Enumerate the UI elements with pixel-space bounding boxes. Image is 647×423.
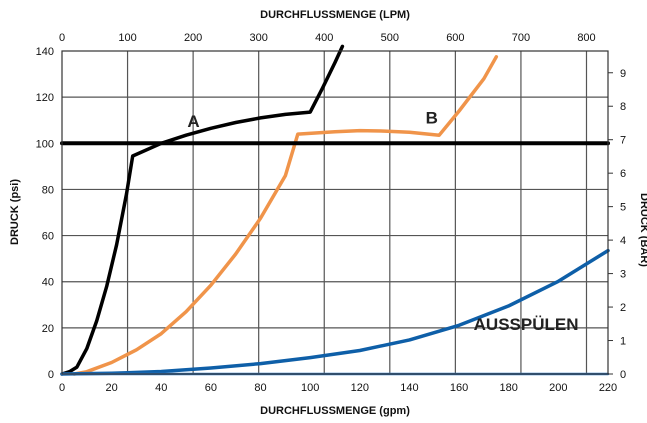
x-tick-label: 40 xyxy=(155,382,167,394)
annotations: A B AUSSPÜLEN xyxy=(187,109,578,334)
y-tick-label: 40 xyxy=(42,277,54,289)
y2-tick-label: 2 xyxy=(620,302,626,314)
x-tick-label: 120 xyxy=(351,382,369,394)
y2-tick-label: 0 xyxy=(620,369,626,381)
x2-tick-label: 200 xyxy=(184,32,202,44)
tick-labels: 0 20 40 60 80 100 120 140 160 180 200 2200204060801… xyxy=(36,32,626,394)
plot-frame xyxy=(61,50,609,375)
x-axis-title: DURCHFLUSSMENGE (gpm) xyxy=(260,405,410,417)
x2-tick-label: 600 xyxy=(446,32,464,44)
annotation-label: B xyxy=(426,109,438,128)
y2-tick-label: 7 xyxy=(620,135,626,147)
x-tick-label: 200 xyxy=(549,382,567,394)
annotation-label: A xyxy=(187,112,199,131)
y-tick-label: 100 xyxy=(36,138,54,150)
y-tick-label: 140 xyxy=(36,46,54,58)
annotation-label: AUSSPÜLEN xyxy=(474,315,579,334)
y2-tick-label: 8 xyxy=(620,101,626,113)
y-tick-label: 60 xyxy=(42,231,54,243)
x-tick-label: 220 xyxy=(599,382,617,394)
y-tick-label: 120 xyxy=(36,92,54,104)
y-tick-label: 80 xyxy=(42,184,54,196)
x2-tick-label: 800 xyxy=(577,32,595,44)
x-tick-label: 180 xyxy=(500,382,518,394)
y-tick-label: 0 xyxy=(48,369,54,381)
x-tick-label: 0 xyxy=(59,382,65,394)
x2-tick-label: 100 xyxy=(118,32,136,44)
x2-tick-label: 700 xyxy=(512,32,530,44)
x2-tick-label: 500 xyxy=(381,32,399,44)
y2-axis-title: DRUCK (BAR) xyxy=(638,193,647,267)
y2-tick-label: 6 xyxy=(620,168,626,180)
y2-tick-label: 5 xyxy=(620,202,626,214)
plot-border xyxy=(61,50,609,375)
series-line xyxy=(60,248,610,376)
x-tick-label: 20 xyxy=(106,382,118,394)
x2-tick-label: 300 xyxy=(250,32,268,44)
y2-tick-label: 9 xyxy=(620,68,626,80)
series-line xyxy=(72,55,499,376)
x2-tick-label: 0 xyxy=(59,32,65,44)
x-tick-label: 160 xyxy=(450,382,468,394)
x-tick-label: 140 xyxy=(400,382,418,394)
y2-tick-label: 1 xyxy=(620,336,626,348)
y2-tick-label: 4 xyxy=(620,235,626,247)
y2-tick-label: 3 xyxy=(620,269,626,281)
x-tick-label: 80 xyxy=(254,382,266,394)
x2-tick-label: 400 xyxy=(315,32,333,44)
y-axis-title: DRUCK (psi) xyxy=(9,179,21,245)
y-tick-label: 20 xyxy=(42,323,54,335)
x-tick-label: 100 xyxy=(301,382,319,394)
x2-axis-title: DURCHFLUSSMENGE (LPM) xyxy=(260,9,410,21)
x-tick-label: 60 xyxy=(205,382,217,394)
